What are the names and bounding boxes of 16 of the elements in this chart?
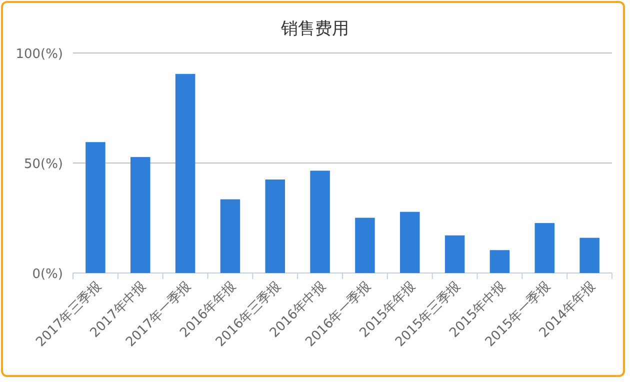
bar [86,142,106,273]
chart-title: 销售费用 [280,19,349,39]
bar [490,250,510,273]
bar [220,199,240,273]
bar [310,170,330,273]
bar [265,180,286,273]
bar [130,157,150,273]
y-tick-label: 50(%) [24,157,63,172]
y-tick-label: 100(%) [16,47,63,62]
bar [400,212,420,273]
bar [175,74,196,273]
bar [534,223,555,273]
y-tick-label: 0(%) [32,267,63,282]
bar [580,238,600,273]
bar [444,235,465,273]
bar [355,218,375,273]
